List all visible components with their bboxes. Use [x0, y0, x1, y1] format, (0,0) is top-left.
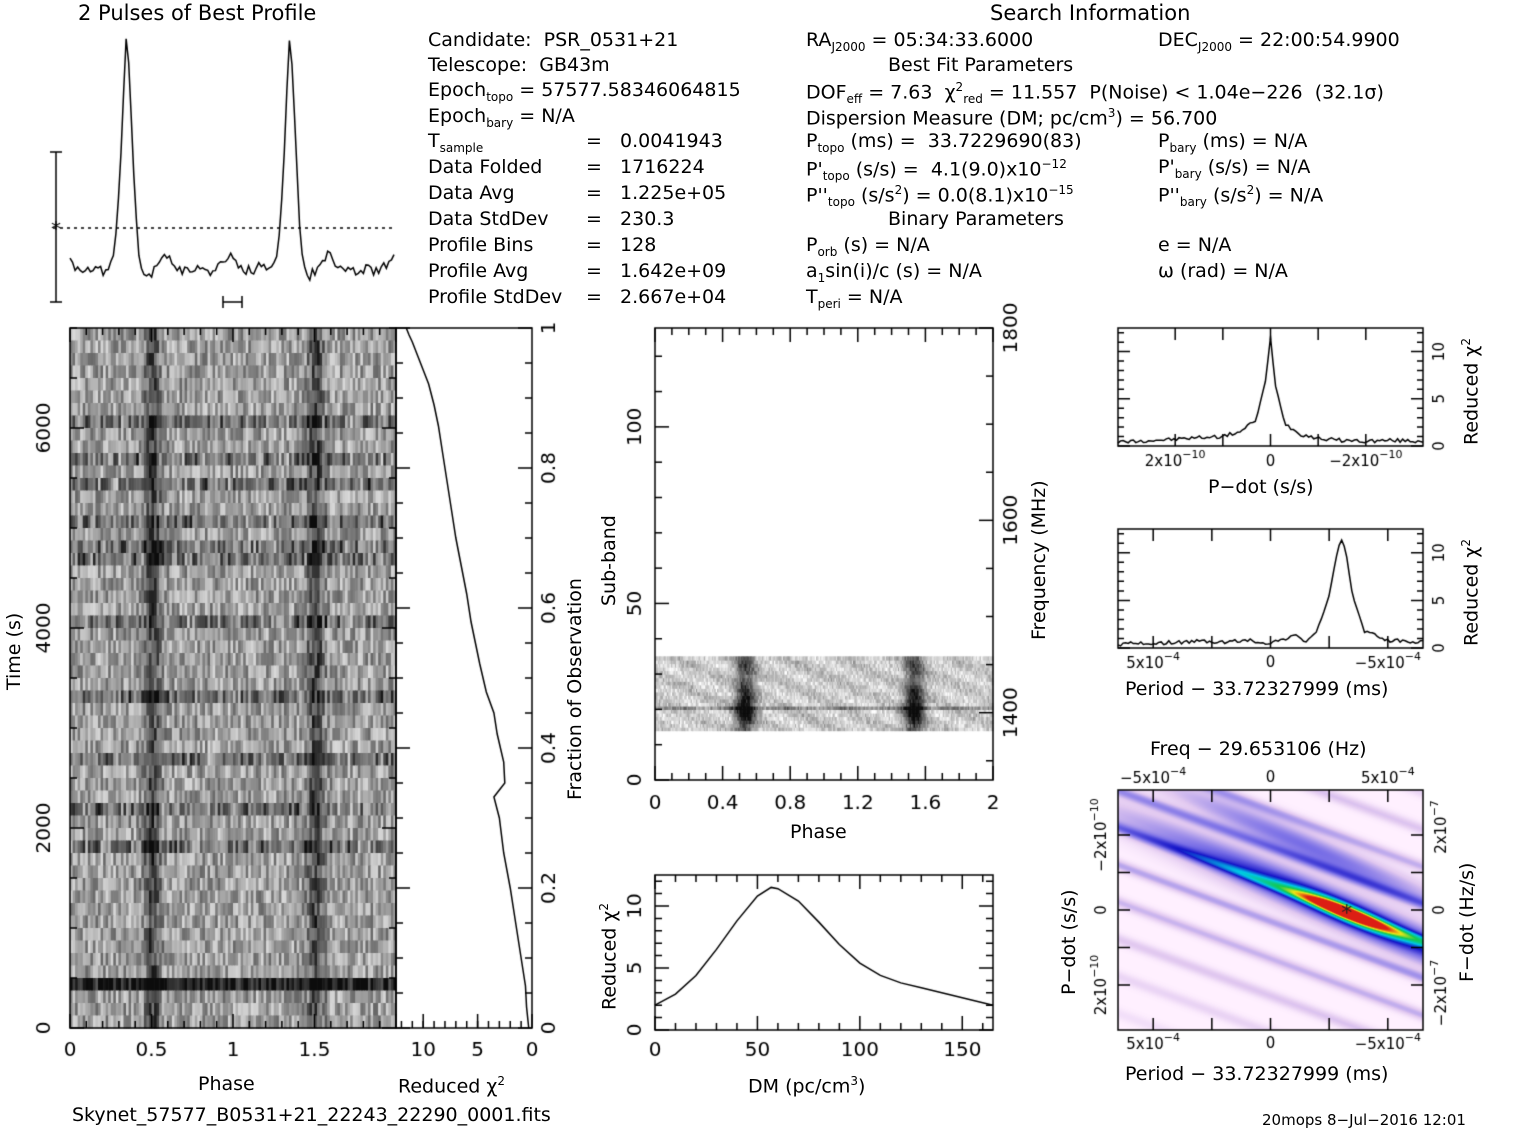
pdot2d-ylabel: P−dot (s/s): [1058, 889, 1080, 995]
profile-avg-row: Profile Avg: [428, 260, 529, 282]
pddot-topo-row: P''topo (s/s2) = 0.0(8.1)x10−15: [806, 183, 1074, 210]
period-chi2-ylabel: Reduced χ2: [1459, 539, 1483, 646]
pdot-topo-value: 4.1(9.0)x10: [930, 158, 1042, 181]
dof-row: DOFeff = 7.63 χ2red = 11.557 P(Noise) < …: [806, 80, 1384, 107]
fraction-ylabel: Fraction of Observation: [564, 578, 586, 800]
pnoise-value: 1.04e−226: [1196, 81, 1303, 104]
omega-row: ω (rad) = N/A: [1158, 260, 1288, 282]
data-avg-row: Data Avg: [428, 182, 515, 204]
freq-top-label: Freq − 29.653106 (Hz): [1150, 738, 1367, 760]
pbary-row: Pbary (ms) = N/A: [1158, 130, 1308, 155]
ptopo-row: Ptopo (ms) = 33.7229690(83): [806, 130, 1082, 155]
pdot-topo-row: P'topo (s/s) = 4.1(9.0)x10−12: [806, 157, 1067, 184]
profile-avg-value: 1.642e+09: [620, 260, 727, 282]
frequency-ylabel: Frequency (MHz): [1028, 480, 1050, 640]
pdot-chi2-ylabel: Reduced χ2: [1459, 338, 1483, 445]
pddot-bary-row: P''bary (s/s2) = N/A: [1158, 183, 1324, 210]
subband-ylabel: Sub-band: [598, 515, 620, 606]
tperi-value: N/A: [868, 286, 903, 308]
epoch-bary-row: Epochbary = N/A: [428, 105, 575, 130]
e-value: N/A: [1197, 234, 1232, 256]
data-avg-value: 1.225e+05: [620, 182, 727, 204]
pdot-xlabel: P−dot (s/s): [1208, 476, 1314, 498]
profile-title: 2 Pulses of Best Profile: [78, 1, 317, 25]
data-stddev-row: Data StdDev: [428, 208, 549, 230]
pddot-bary-value: N/A: [1289, 184, 1324, 207]
binary-title: Binary Parameters: [888, 208, 1064, 230]
e-row: e = N/A: [1158, 234, 1232, 256]
time-chi2-xlabel: Reduced χ2: [398, 1074, 505, 1098]
pddot-topo-exp: −15: [1048, 183, 1074, 197]
fdot-ylabel: F−dot (Hz/s): [1456, 862, 1478, 982]
epoch-bary-value: N/A: [541, 105, 575, 127]
pddot-topo-value: 0.0(8.1)x10: [937, 184, 1049, 207]
profile-bins-value: 128: [620, 234, 657, 256]
epoch-topo-value: 57577.58346064815: [541, 79, 741, 101]
dm-xlabel: DM (pc/cm3): [748, 1074, 866, 1098]
omega-value: N/A: [1254, 260, 1288, 282]
dec-value: 22:00:54.9900: [1259, 29, 1400, 51]
data-stddev-value: 230.3: [620, 208, 675, 230]
pdot-bary-row: P'bary (s/s) = N/A: [1158, 156, 1311, 181]
chi2-value: 11.557: [1010, 81, 1078, 104]
ptopo-value: 33.7229690(83): [927, 130, 1082, 152]
pbary-value: N/A: [1273, 130, 1308, 152]
tperi-row: Tperi = N/A: [806, 286, 903, 311]
candidate-value: PSR_0531+21: [543, 29, 679, 51]
period-xlabel: Period − 33.72327999 (ms): [1125, 678, 1389, 700]
candidate-row: Candidate: PSR_0531+21: [428, 29, 679, 51]
time-phase-xlabel: Phase: [198, 1073, 255, 1095]
time-phase-ylabel: Time (s): [3, 612, 25, 690]
filename-label: Skynet_57577_B0531+21_22243_22290_0001.f…: [72, 1104, 551, 1126]
dm-row: Dispersion Measure (DM; pc/cm3) = 56.700: [806, 106, 1218, 130]
dec-row: DECJ2000 = 22:00:54.9900: [1158, 29, 1400, 54]
porb-value: N/A: [896, 234, 930, 256]
pdot-topo-exp: −12: [1041, 157, 1067, 171]
tsample-row: Tsample: [428, 130, 484, 155]
epoch-topo-row: Epochtopo = 57577.58346064815: [428, 79, 741, 104]
dof-value: 7.63: [890, 81, 933, 104]
dm-value: 56.700: [1150, 107, 1218, 130]
profile-stddev-value: 2.667e+04: [620, 286, 727, 308]
period2d-xlabel: Period − 33.72327999 (ms): [1125, 1063, 1389, 1085]
pdot-bary-value: N/A: [1276, 156, 1311, 178]
profile-stddev-row: Profile StdDev: [428, 286, 563, 308]
telescope-value: GB43m: [539, 54, 610, 76]
data-folded-row: Data Folded: [428, 156, 543, 178]
profile-bins-row: Profile Bins: [428, 234, 534, 256]
timestamp-label: 20mops 8−Jul−2016 12:01: [1262, 1111, 1466, 1129]
subband-xlabel: Phase: [790, 821, 847, 843]
data-folded-value: 1716224: [620, 156, 705, 178]
search-info-title: Search Information: [990, 1, 1191, 25]
sigma-value: (32.1σ): [1314, 81, 1384, 104]
dm-ylabel: Reduced χ2: [597, 903, 621, 1010]
porb-row: Porb (s) = N/A: [806, 234, 930, 259]
a1sini-row: a1sin(i)/c (s) = N/A: [806, 260, 982, 285]
best-fit-title: Best Fit Parameters: [888, 54, 1074, 76]
telescope-row: Telescope: GB43m: [428, 54, 610, 76]
a1sini-value: N/A: [948, 260, 982, 282]
ra-row: RAJ2000 = 05:34:33.6000: [806, 29, 1034, 54]
tsample-value: 0.0041943: [620, 130, 723, 152]
ra-value: 05:34:33.6000: [893, 29, 1034, 51]
